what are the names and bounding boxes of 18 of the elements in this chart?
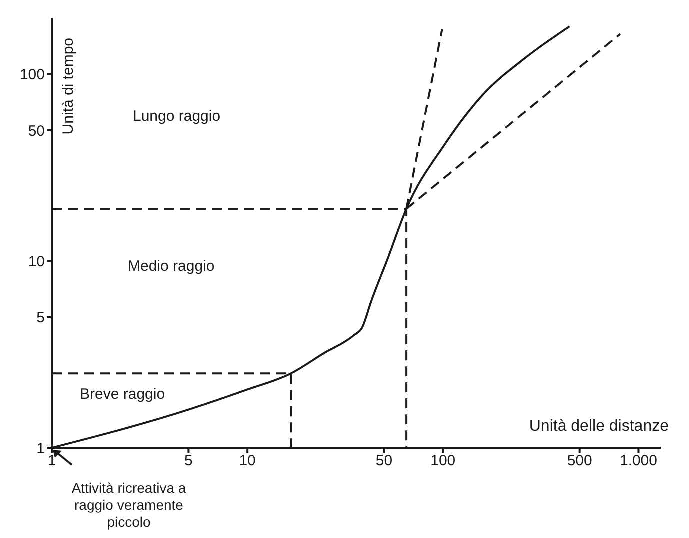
y-tick-label: 50 xyxy=(28,122,45,140)
y-tick-label: 1 xyxy=(36,440,45,458)
x-axis-title: Unità delle distanze xyxy=(529,418,669,436)
y-axis-title: Unità di tempo xyxy=(60,38,77,135)
x-tick-label: 500 xyxy=(567,452,592,470)
x-tick-label: 100 xyxy=(430,452,456,470)
x-tick-label: 1 xyxy=(48,452,56,470)
text: Attività ricreativa a raggio veramente piccolo xyxy=(70,480,188,531)
x-tick-label: 1.000 xyxy=(620,452,658,470)
x-tick-label: 10 xyxy=(239,452,256,470)
annotation: Medio raggio xyxy=(128,258,215,275)
annotation: Lungo raggio xyxy=(133,108,221,125)
y-tick-label: 5 xyxy=(36,310,45,327)
annotation: Breve raggio xyxy=(80,386,166,403)
x-tick-label: 5 xyxy=(184,452,193,470)
y-tick-label: 10 xyxy=(28,253,45,270)
x-tick-label: 50 xyxy=(376,452,393,470)
y-tick-label: 100 xyxy=(20,66,45,84)
